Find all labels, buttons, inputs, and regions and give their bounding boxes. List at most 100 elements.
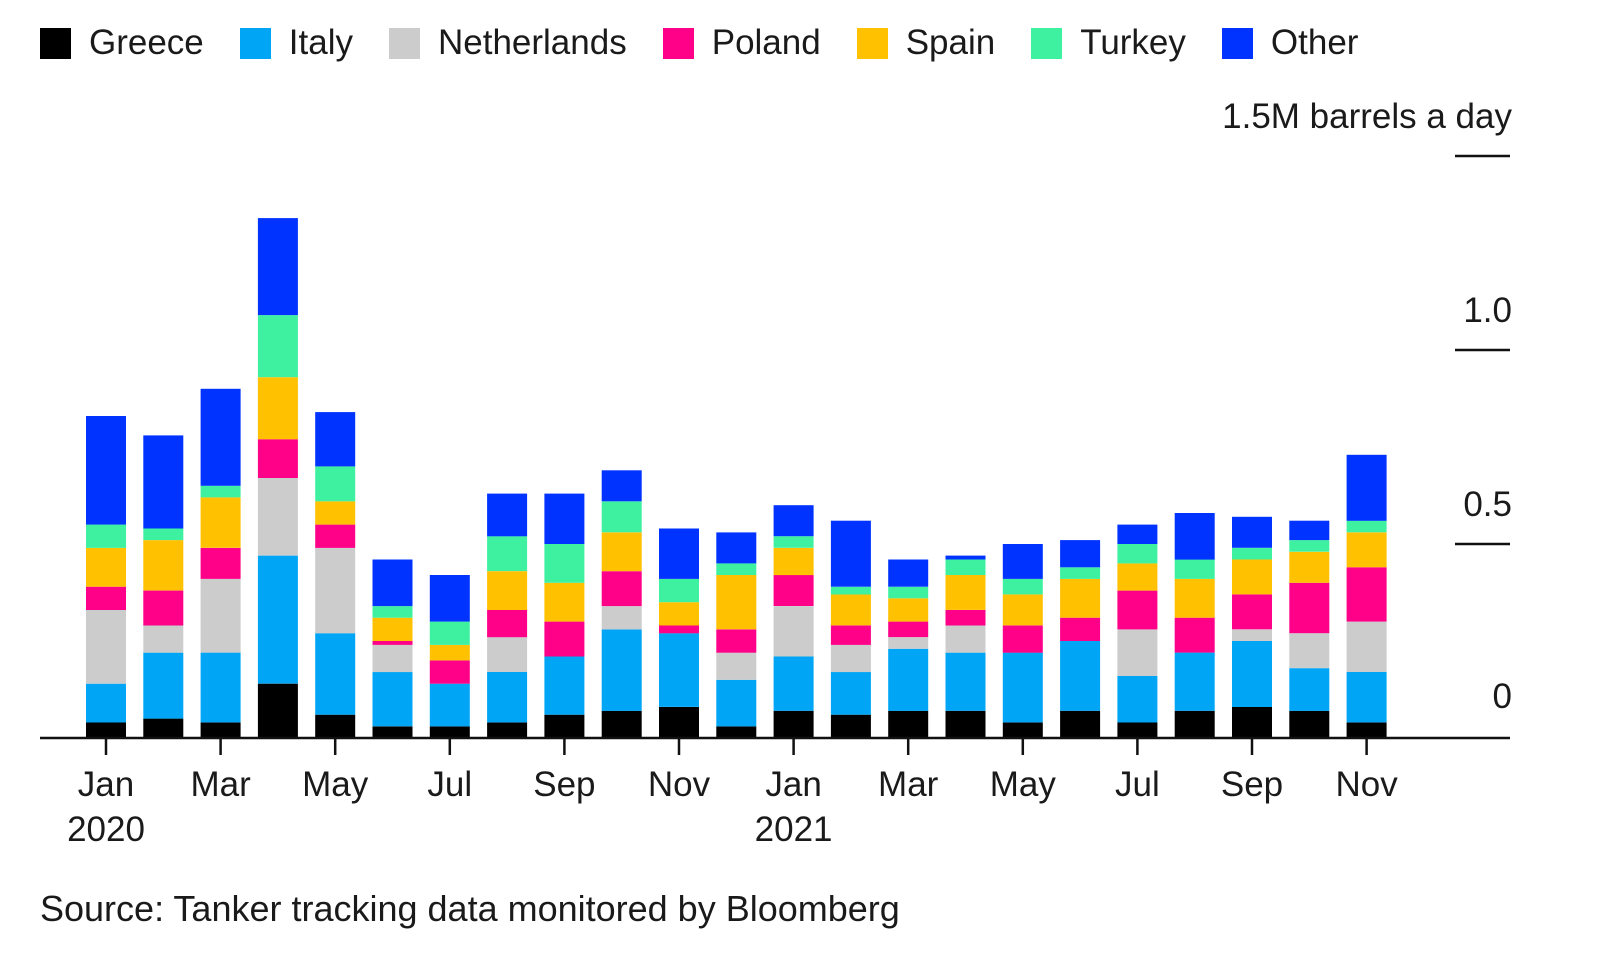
bar-segment-spain-dec-2020 (716, 575, 757, 630)
bar-segment-poland-jul-2021 (1117, 590, 1158, 630)
x-tick-label-20: Sep (1221, 765, 1283, 804)
bar-segment-spain-aug-2020 (487, 571, 528, 610)
bar-segment-italy-may-2020 (315, 633, 356, 715)
bar-segment-greece-nov-2020 (659, 707, 699, 738)
bar-segment-spain-jan-2020 (86, 547, 126, 587)
legend-item-italy: Italy (239, 23, 353, 63)
chart-legend: Greece Italy Netherlands Poland Spain Turkey O… (40, 18, 1394, 68)
legend-swatch-poland (662, 27, 694, 59)
bar-segment-poland-jul-2020 (429, 660, 470, 684)
bar-segment-other-jan-2021 (773, 505, 814, 537)
bar-segment-spain-jun-2021 (1060, 578, 1101, 618)
legend-swatch-spain (856, 27, 888, 59)
bar-segment-other-jun-2021 (1060, 540, 1101, 568)
x-tick-label-14: Mar (878, 765, 939, 804)
bar-segment-italy-jun-2021 (1060, 641, 1101, 711)
bar-segment-spain-sep-2020 (544, 582, 585, 622)
bar-segment-turkey-feb-2020 (143, 528, 184, 541)
x-tick-label-4: May (302, 765, 369, 804)
bar-segment-poland-aug-2020 (487, 610, 528, 638)
legend-swatch-italy (239, 27, 271, 59)
legend-label-italy: Italy (288, 23, 353, 62)
bar-segment-turkey-aug-2021 (1174, 559, 1215, 579)
bar-segment-netherlands-mar-2020 (200, 578, 241, 653)
legend-label-other: Other (1270, 23, 1359, 62)
bar-segment-netherlands-apr-2020 (257, 478, 298, 556)
bar-segment-italy-jul-2020 (429, 683, 470, 727)
bar-segment-italy-dec-2020 (716, 679, 757, 727)
bar-segment-greece-jul-2021 (1117, 722, 1158, 738)
bar-segment-italy-sep-2021 (1232, 641, 1272, 707)
bar-segment-netherlands-mar-2021 (888, 637, 929, 649)
bar-segment-greece-jun-2020 (372, 726, 413, 738)
bar-segment-greece-feb-2020 (143, 718, 184, 738)
bar-segment-poland-dec-2020 (716, 629, 757, 653)
bar-segment-turkey-jan-2020 (86, 524, 126, 548)
bar-segment-other-aug-2020 (487, 493, 528, 537)
bar-segment-italy-oct-2021 (1289, 668, 1330, 711)
bar-segment-other-jan-2020 (86, 416, 126, 525)
x-tick-label-0: Jan (78, 765, 134, 804)
bar-segment-other-sep-2020 (544, 493, 585, 544)
bar-segment-poland-feb-2020 (143, 590, 184, 626)
legend-item-netherlands: Netherlands (388, 23, 627, 63)
bar-segment-poland-may-2020 (315, 524, 356, 548)
bar-segment-netherlands-oct-2020 (601, 606, 642, 630)
bar-segment-turkey-mar-2021 (888, 586, 929, 599)
x-tick-label-18: Jul (1115, 765, 1160, 804)
bar-segment-netherlands-nov-2021 (1346, 621, 1387, 672)
legend-item-turkey: Turkey (1031, 23, 1186, 63)
x-tick-year-label-0: 2020 (67, 810, 145, 849)
bar-segment-turkey-apr-2021 (945, 559, 986, 575)
bar-segment-netherlands-feb-2020 (143, 625, 184, 653)
bar-segment-netherlands-sep-2021 (1232, 629, 1272, 641)
bar-segment-greece-jun-2021 (1060, 710, 1101, 738)
x-tick-year-label-12: 2021 (755, 810, 833, 849)
legend-label-greece: Greece (89, 23, 204, 62)
bar-segment-italy-aug-2021 (1174, 652, 1215, 711)
bar-segment-greece-oct-2020 (601, 710, 642, 738)
bar-segment-spain-may-2021 (1002, 594, 1043, 626)
x-tick-label-10: Nov (648, 765, 711, 804)
bar-segment-other-oct-2021 (1289, 520, 1330, 541)
bar-segment-turkey-jun-2020 (372, 606, 413, 618)
bar-segment-spain-apr-2021 (945, 575, 986, 610)
bar-segment-poland-nov-2021 (1346, 567, 1387, 622)
bar-segment-greece-may-2021 (1002, 722, 1043, 738)
bar-segment-greece-jan-2020 (86, 722, 126, 738)
bar-segment-other-feb-2021 (830, 520, 871, 587)
bar-segment-netherlands-apr-2021 (945, 625, 986, 653)
legend-swatch-other (1221, 27, 1253, 59)
legend-item-other: Other (1221, 23, 1359, 63)
bar-segment-turkey-jul-2020 (429, 621, 470, 645)
y-tick-label-1-5: 1.5M barrels a day (1222, 97, 1512, 136)
bar-segment-poland-oct-2021 (1289, 582, 1330, 634)
bar-segment-italy-jul-2021 (1117, 675, 1158, 723)
bar-segment-spain-mar-2021 (888, 598, 929, 622)
bar-segment-spain-jan-2021 (773, 547, 814, 576)
x-tick-label-6: Jul (427, 765, 472, 804)
y-tick-label-1: 1.0 (1463, 291, 1512, 330)
legend-label-turkey: Turkey (1080, 23, 1186, 62)
bar-segment-other-dec-2020 (716, 532, 757, 564)
bar-segment-spain-sep-2021 (1232, 559, 1272, 595)
bar-segment-other-nov-2020 (659, 528, 699, 579)
bar-segment-netherlands-aug-2020 (487, 637, 528, 672)
bar-segment-greece-feb-2021 (830, 714, 871, 738)
bar-segment-greece-mar-2021 (888, 710, 929, 738)
x-tick-label-16: May (990, 765, 1057, 804)
bar-segment-italy-apr-2021 (945, 652, 986, 711)
bar-segment-italy-oct-2020 (601, 629, 642, 711)
bar-segment-greece-apr-2020 (257, 683, 298, 738)
bar-segment-italy-feb-2020 (143, 652, 184, 719)
bar-segment-poland-sep-2020 (544, 621, 585, 657)
bar-segment-other-aug-2021 (1174, 513, 1215, 560)
legend-swatch-greece (40, 27, 71, 59)
bar-segment-turkey-jan-2021 (773, 536, 814, 548)
bar-segment-turkey-jun-2021 (1060, 567, 1101, 579)
bar-segment-poland-oct-2020 (601, 571, 642, 607)
bar-segment-other-may-2020 (315, 412, 356, 467)
bar-segment-poland-may-2021 (1002, 625, 1043, 653)
bar-segment-turkey-may-2020 (315, 466, 356, 502)
